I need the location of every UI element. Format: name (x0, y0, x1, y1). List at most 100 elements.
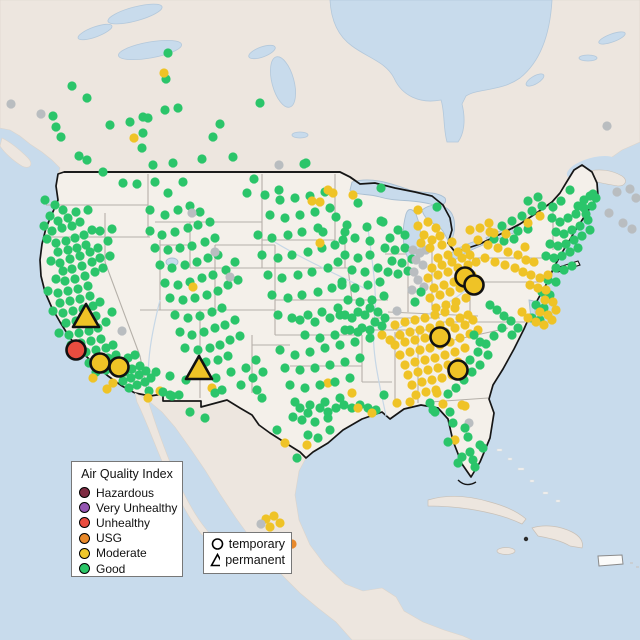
aqi-station-dot[interactable] (51, 122, 61, 132)
aqi-station-dot[interactable] (383, 267, 393, 277)
aqi-station-dot[interactable] (573, 201, 583, 211)
aqi-station-dot[interactable] (107, 224, 117, 234)
aqi-station-dot[interactable] (602, 121, 612, 131)
aqi-station-dot[interactable] (433, 253, 443, 263)
aqi-station-dot[interactable] (223, 351, 233, 361)
aqi-station-dot[interactable] (183, 223, 193, 233)
aqi-station-dot[interactable] (416, 287, 426, 297)
aqi-station-dot[interactable] (193, 220, 203, 230)
aqi-station-dot[interactable] (258, 367, 268, 377)
aqi-station-dot[interactable] (257, 250, 267, 260)
aqi-station-dot[interactable] (292, 453, 302, 463)
aqi-station-dot[interactable] (143, 393, 153, 403)
aqi-station-dot[interactable] (137, 143, 147, 153)
aqi-station-dot[interactable] (440, 350, 450, 360)
aqi-station-dot[interactable] (475, 337, 485, 347)
aqi-station-dot[interactable] (453, 458, 463, 468)
aqi-station-dot[interactable] (507, 216, 517, 226)
aqi-station-dot[interactable] (275, 518, 285, 528)
aqi-station-dot[interactable] (267, 233, 277, 243)
aqi-station-dot[interactable] (195, 311, 205, 321)
aqi-station-dot[interactable] (618, 218, 628, 228)
aqi-station-dot[interactable] (197, 273, 207, 283)
aqi-station-dot[interactable] (150, 177, 160, 187)
aqi-station-dot[interactable] (483, 240, 493, 250)
aqi-station-dot[interactable] (345, 373, 355, 383)
aqi-station-dot[interactable] (54, 328, 64, 338)
aqi-station-dot[interactable] (541, 251, 551, 261)
aqi-station-dot[interactable] (425, 398, 435, 408)
aqi-station-dot[interactable] (200, 413, 210, 423)
aqi-station-dot[interactable] (405, 327, 415, 337)
aqi-station-dot[interactable] (187, 241, 197, 251)
aqi-station-dot[interactable] (323, 263, 333, 273)
aqi-station-dot[interactable] (353, 403, 363, 413)
aqi-station-dot[interactable] (428, 405, 438, 415)
aqi-station-dot[interactable] (413, 275, 423, 285)
aqi-station-dot[interactable] (87, 257, 97, 267)
aqi-station-dot[interactable] (340, 227, 350, 237)
aqi-station-dot[interactable] (535, 211, 545, 221)
aqi-station-dot[interactable] (274, 185, 284, 195)
aqi-station-dot[interactable] (460, 401, 470, 411)
aqi-station-dot[interactable] (455, 333, 465, 343)
aqi-station-dot[interactable] (175, 327, 185, 337)
aqi-station-dot[interactable] (533, 192, 543, 202)
aqi-station-dot[interactable] (165, 371, 175, 381)
aqi-station-dot[interactable] (385, 335, 395, 345)
aqi-station-dot[interactable] (275, 345, 285, 355)
aqi-station-dot[interactable] (485, 300, 495, 310)
aqi-station-dot[interactable] (165, 293, 175, 303)
aqi-station-dot[interactable] (529, 257, 539, 267)
aqi-station-dot[interactable] (585, 225, 595, 235)
aqi-station-dot[interactable] (604, 208, 614, 218)
aqi-station-dot[interactable] (373, 307, 383, 317)
aqi-station-dot[interactable] (465, 225, 475, 235)
aqi-station-dot[interactable] (301, 158, 311, 168)
aqi-station-dot[interactable] (160, 105, 170, 115)
aqi-station-dot[interactable] (480, 253, 490, 263)
aqi-station-dot[interactable] (163, 245, 173, 255)
aqi-station-dot[interactable] (236, 380, 246, 390)
aqi-station-dot[interactable] (410, 357, 420, 367)
aqi-station-dot[interactable] (416, 238, 426, 248)
aqi-station-dot[interactable] (461, 293, 471, 303)
temporary-event-marker[interactable] (108, 356, 130, 378)
aqi-station-dot[interactable] (447, 237, 457, 247)
aqi-station-dot[interactable] (338, 235, 348, 245)
aqi-station-dot[interactable] (295, 210, 305, 220)
aqi-station-dot[interactable] (410, 315, 420, 325)
aqi-station-dot[interactable] (333, 257, 343, 267)
aqi-station-dot[interactable] (280, 363, 290, 373)
aqi-station-dot[interactable] (178, 177, 188, 187)
aqi-station-dot[interactable] (425, 243, 435, 253)
aqi-station-dot[interactable] (535, 307, 545, 317)
aqi-station-dot[interactable] (331, 403, 341, 413)
aqi-station-dot[interactable] (318, 227, 328, 237)
aqi-station-dot[interactable] (490, 257, 500, 267)
aqi-station-dot[interactable] (540, 295, 550, 305)
aqi-station-dot[interactable] (107, 307, 117, 317)
aqi-station-dot[interactable] (390, 320, 400, 330)
aqi-station-dot[interactable] (392, 306, 402, 316)
aqi-station-dot[interactable] (63, 245, 73, 255)
aqi-station-dot[interactable] (313, 287, 323, 297)
aqi-station-dot[interactable] (400, 243, 410, 253)
aqi-station-dot[interactable] (567, 261, 577, 271)
aqi-station-dot[interactable] (93, 243, 103, 253)
aqi-station-dot[interactable] (378, 217, 388, 227)
aqi-station-dot[interactable] (523, 313, 533, 323)
aqi-station-dot[interactable] (95, 253, 105, 263)
aqi-station-dot[interactable] (379, 291, 389, 301)
aqi-station-dot[interactable] (168, 158, 178, 168)
aqi-station-dot[interactable] (337, 280, 347, 290)
aqi-station-dot[interactable] (427, 375, 437, 385)
aqi-station-dot[interactable] (380, 243, 390, 253)
aqi-station-dot[interactable] (82, 93, 92, 103)
aqi-station-dot[interactable] (523, 218, 533, 228)
aqi-station-dot[interactable] (425, 293, 435, 303)
aqi-station-dot[interactable] (460, 423, 470, 433)
aqi-station-dot[interactable] (465, 355, 475, 365)
aqi-station-dot[interactable] (315, 333, 325, 343)
aqi-station-dot[interactable] (470, 462, 480, 472)
